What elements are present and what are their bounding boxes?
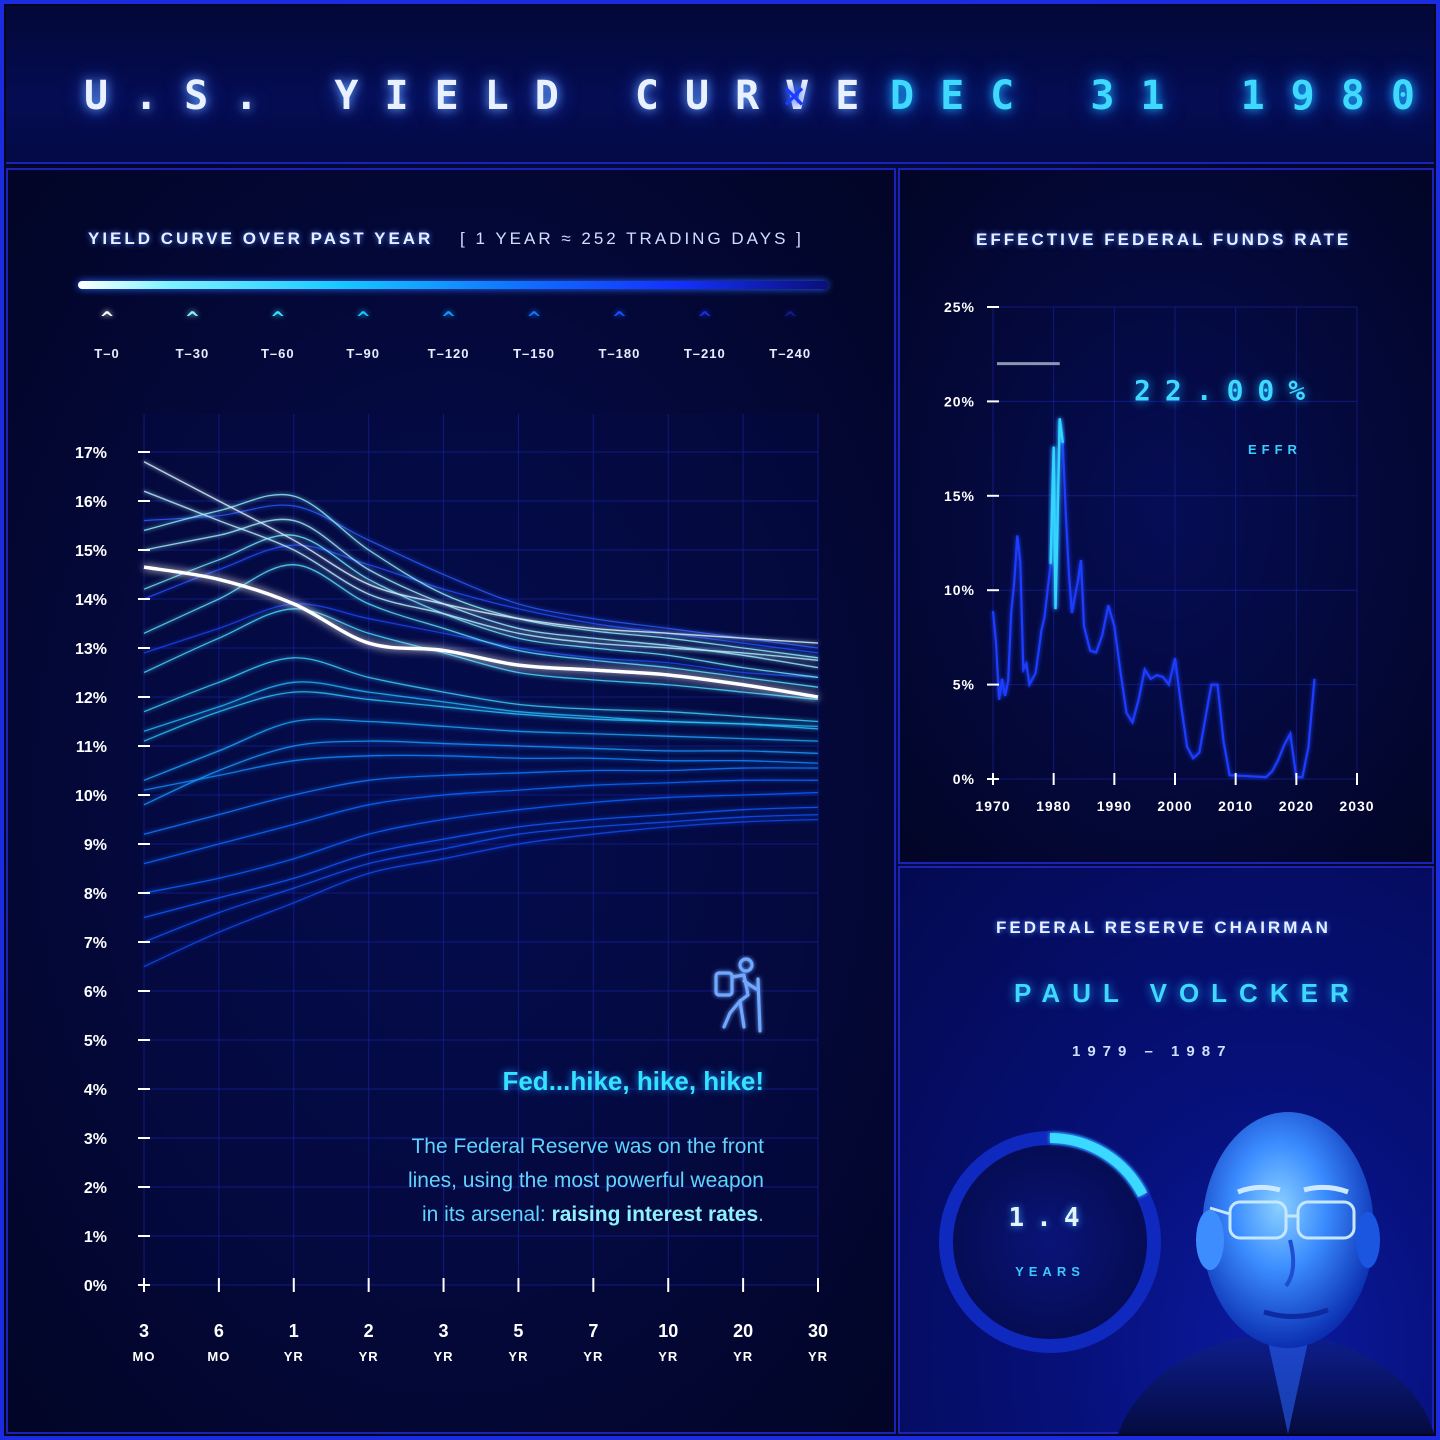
chairman-name: PAUL VOLCKER [1014, 978, 1361, 1008]
legend-item: ^ T–60 [243, 308, 313, 361]
chevron-up-icon: ^ [611, 308, 627, 329]
chevron-up-icon: ^ [782, 308, 798, 329]
volcker-portrait [1118, 1112, 1434, 1434]
legend-item: ^ T–90 [328, 308, 398, 361]
chevron-up-icon: ^ [184, 308, 200, 329]
chevron-up-icon: ^ [99, 308, 115, 329]
yield-chart-subtitle: [ 1 YEAR ≈ 252 TRADING DAYS ] [460, 229, 804, 248]
legend-label: T–60 [260, 346, 295, 361]
title-separator: × [782, 73, 807, 119]
legend-label: T–30 [175, 346, 210, 361]
yield-chart-title: YIELD CURVE OVER PAST YEAR [88, 229, 434, 248]
legend-label: T–90 [346, 346, 380, 361]
chevron-up-icon: ^ [355, 308, 371, 329]
legend-item: ^ T–210 [670, 308, 740, 361]
legend-item: ^ T–180 [584, 308, 654, 361]
legend-label: T–210 [683, 346, 726, 361]
chevron-up-icon: ^ [526, 308, 542, 329]
page-date: DEC 31 1980 [890, 73, 1440, 119]
chevron-up-icon: ^ [441, 308, 457, 329]
hike-body-prefix: in its arsenal: [422, 1203, 552, 1226]
effr-label: EFFR [1248, 442, 1302, 457]
page-title: U.S. YIELD CURVE [84, 73, 886, 119]
legend-item: ^ T–150 [499, 308, 569, 361]
header-panel [6, 6, 1434, 164]
hike-body-line-2: lines, using the most powerful weapon [407, 1169, 764, 1192]
effr-panel [898, 168, 1434, 864]
legend-item: ^ T–30 [157, 308, 227, 361]
effr-chart-title: EFFECTIVE FEDERAL FUNDS RATE [976, 230, 1352, 249]
hike-body-emphasis: raising interest rates [551, 1203, 759, 1226]
hike-body-text: The Federal Reserve was on the front lin… [350, 1130, 764, 1232]
chevron-up-icon: ^ [270, 308, 286, 329]
effr-value: 22.00% [1134, 374, 1320, 407]
hike-headline: Fed...hike, hike, hike! [502, 1066, 764, 1096]
legend-label: T–150 [513, 346, 555, 361]
legend-label: T–0 [94, 346, 120, 361]
chevron-up-icon: ^ [697, 308, 713, 329]
tenure-gauge-arc [941, 1133, 1159, 1351]
legend-label: T–180 [598, 346, 641, 361]
legend-item: ^ T–0 [72, 308, 142, 361]
hiker-icon [714, 957, 762, 1033]
tenure-gauge [939, 1131, 1161, 1353]
hike-body-line-3: in its arsenal: raising interest rates. [350, 1198, 764, 1232]
legend-item: ^ T–120 [414, 308, 484, 361]
legend-label: T–240 [769, 346, 812, 361]
legend-item: ^ T–240 [755, 308, 825, 361]
chairman-term: 1979 – 1987 [1072, 1043, 1233, 1060]
chairman-title: FEDERAL RESERVE CHAIRMAN [996, 918, 1331, 937]
tenure-value: 1.4 [1008, 1203, 1092, 1233]
tenure-unit: YEARS [1015, 1264, 1085, 1279]
hike-body-line-1: The Federal Reserve was on the front [411, 1135, 764, 1158]
legend-label: T–120 [427, 346, 470, 361]
hike-body-suffix: . [758, 1203, 764, 1226]
legend-gradient-bar [78, 281, 828, 289]
